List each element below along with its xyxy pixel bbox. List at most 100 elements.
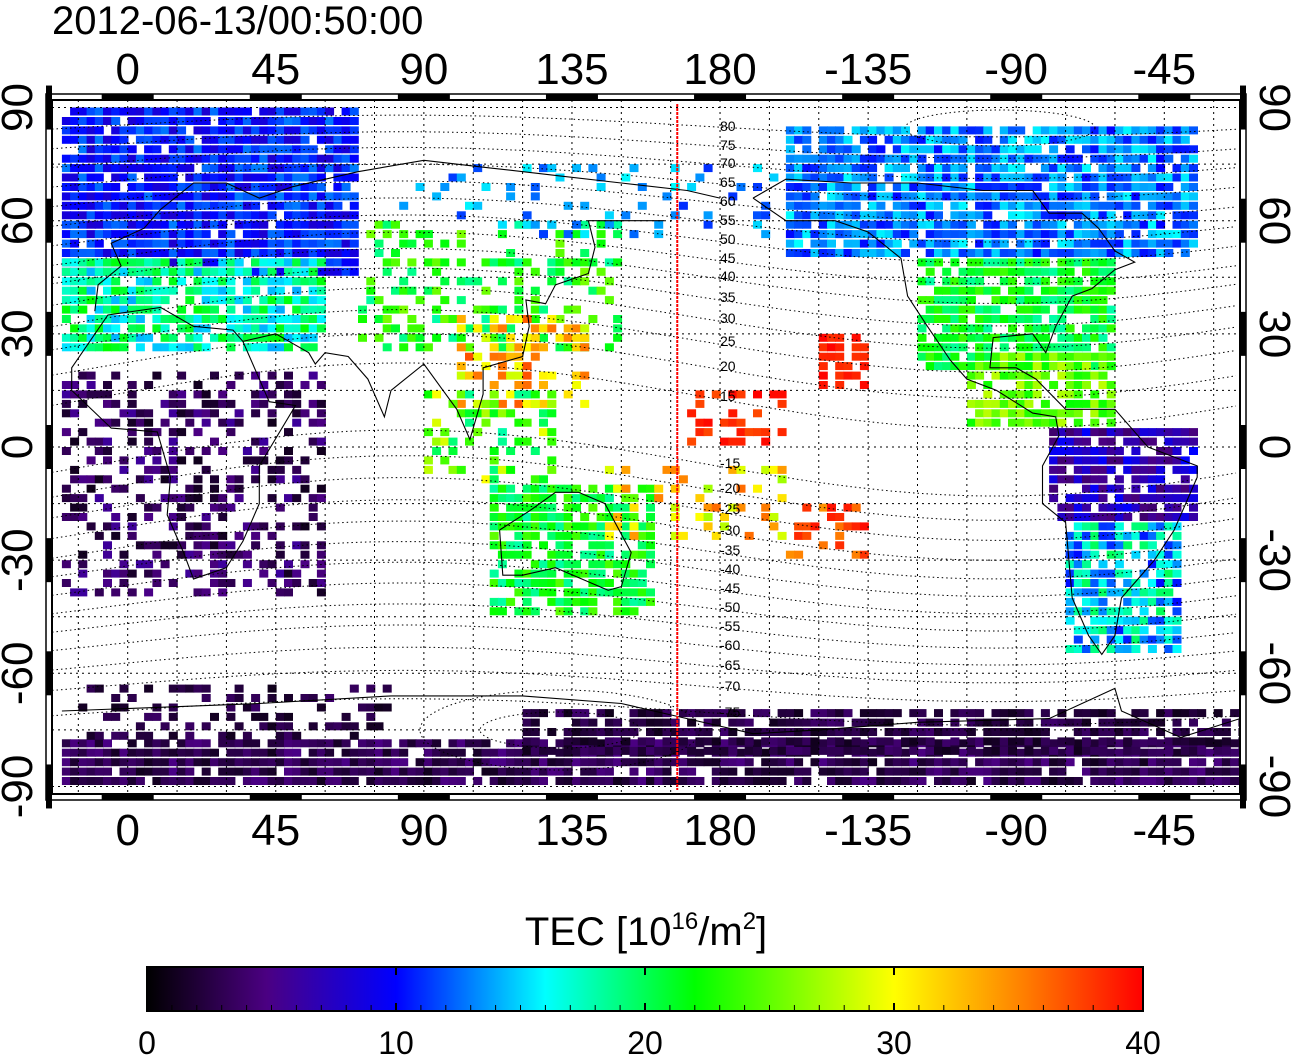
tec-cell <box>1065 560 1075 569</box>
tec-cell <box>201 192 211 201</box>
tec-cell <box>530 503 540 512</box>
mlat-label: -50 <box>720 599 740 615</box>
tec-cell <box>284 739 293 748</box>
tec-cell <box>580 267 590 276</box>
tec-cell <box>259 126 269 135</box>
tec-cell <box>539 767 548 776</box>
tec-cell <box>341 135 351 144</box>
tec-cell <box>950 324 960 333</box>
tec-cell <box>1139 494 1149 503</box>
tec-cell <box>720 728 729 736</box>
tec-cell <box>851 728 861 736</box>
tec-cell <box>86 748 96 757</box>
tec-cell <box>168 249 178 257</box>
tec-cell <box>1131 154 1141 163</box>
tec-cell <box>917 239 927 248</box>
tec-cell <box>349 249 359 257</box>
mlat-contour <box>52 603 1237 649</box>
tec-cell <box>111 758 121 767</box>
mlat-label: 55 <box>720 212 736 228</box>
tec-cell <box>604 220 614 229</box>
tec-cell <box>1049 456 1059 465</box>
tec-cell <box>1172 718 1182 727</box>
tec-cell <box>86 220 96 229</box>
tec-cell <box>514 390 524 399</box>
mlat-label: -25 <box>720 501 740 517</box>
tec-cell <box>325 777 335 785</box>
tec-cell <box>103 154 112 163</box>
tec-cell <box>103 456 112 465</box>
tec-cell <box>177 390 187 399</box>
tec-cell <box>1221 758 1231 767</box>
tec-cell <box>135 211 145 220</box>
tec-cell <box>201 296 211 305</box>
tec-cell <box>316 183 326 191</box>
tec-cell <box>259 722 269 731</box>
tec-cell <box>1016 748 1026 757</box>
tec-cell <box>876 201 886 210</box>
tec-cell <box>975 399 985 408</box>
tec-cell <box>193 183 203 191</box>
tec-cell <box>1123 597 1133 606</box>
tec-cell <box>654 777 664 785</box>
tec-cell <box>144 465 154 474</box>
tec-cell <box>103 267 112 276</box>
tec-cell <box>234 758 244 767</box>
tec-cell <box>1098 173 1108 182</box>
tec-cell <box>119 230 129 239</box>
tec-cell <box>1106 616 1116 625</box>
tec-cell <box>201 513 211 521</box>
mlat-contour <box>52 520 1237 580</box>
lat-tick-right <box>1240 538 1246 583</box>
tec-cell <box>432 437 442 446</box>
tec-cell <box>78 758 88 767</box>
tec-cell <box>843 503 853 512</box>
tec-cell <box>588 541 598 550</box>
tec-cell <box>884 777 894 785</box>
tec-cell <box>966 777 976 785</box>
tec-cell <box>374 722 384 731</box>
tec-cell <box>1156 183 1166 191</box>
tec-cell <box>1008 183 1017 191</box>
tec-cell <box>1049 230 1059 239</box>
tec-cell <box>843 522 853 531</box>
tec-cell <box>374 333 384 342</box>
tec-cell <box>1057 249 1067 257</box>
tec-cell <box>1057 154 1067 163</box>
tec-cell <box>835 728 845 736</box>
tec-cell <box>1147 456 1157 465</box>
tec-cell <box>226 135 236 144</box>
tec-cell <box>185 531 195 540</box>
tec-cell <box>325 758 335 767</box>
tec-cell <box>999 777 1009 785</box>
tec-cell <box>127 409 137 418</box>
tec-cell <box>1172 484 1182 493</box>
tec-cell <box>802 767 812 776</box>
tec-cell <box>127 390 137 399</box>
tec-cell <box>1024 333 1034 342</box>
tec-cell <box>86 684 96 693</box>
tec-cell <box>275 126 285 135</box>
tec-cell <box>374 703 384 712</box>
tec-cell <box>168 286 178 295</box>
tec-cell <box>1065 277 1075 286</box>
tec-cell <box>1164 597 1174 606</box>
tec-cell <box>753 777 762 785</box>
tec-cell <box>242 286 252 295</box>
tec-cell <box>210 503 219 512</box>
tec-cell <box>802 777 812 785</box>
tec-cell <box>391 249 400 257</box>
tec-cell <box>284 126 293 135</box>
tec-cell <box>1016 173 1026 182</box>
tec-cell <box>308 183 318 191</box>
tec-cell <box>333 220 343 229</box>
tec-cell <box>621 173 631 182</box>
tec-cell <box>892 126 902 135</box>
tec-cell <box>966 324 976 333</box>
tec-cell <box>530 447 540 455</box>
tec-cell <box>522 541 532 550</box>
tec-cell <box>226 173 236 182</box>
tec-cell <box>144 588 154 597</box>
tec-cell <box>325 739 335 748</box>
tec-cell <box>687 409 697 418</box>
